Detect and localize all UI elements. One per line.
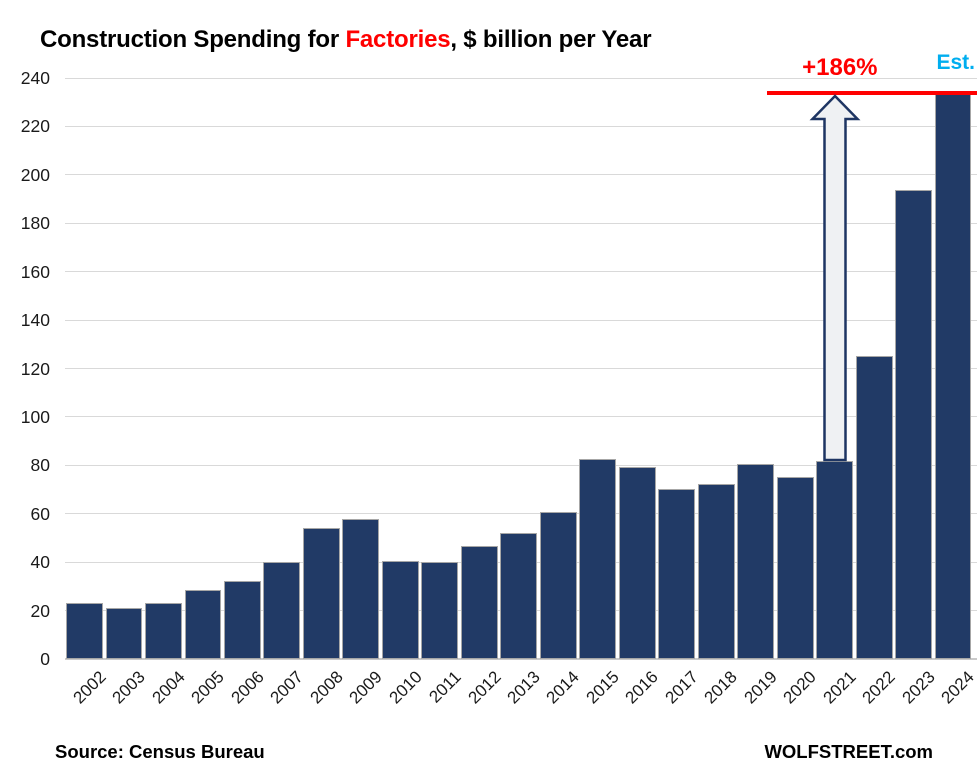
- bar-2014: [539, 512, 577, 659]
- bar-2020: [776, 477, 814, 659]
- y-axis-label-60: 60: [30, 503, 50, 524]
- bar-2018: [697, 483, 735, 659]
- bar-2019: [737, 464, 775, 659]
- bar-2011: [421, 561, 459, 659]
- chart-title-segment-factories: Factories: [345, 26, 451, 53]
- branding-text: WOLFSTREET.com: [764, 741, 933, 762]
- bar-2009: [342, 519, 380, 659]
- bar-2002: [66, 603, 103, 659]
- y-axis-label-100: 100: [20, 406, 50, 427]
- gridline-200: [65, 174, 977, 176]
- gridline-80: [65, 464, 977, 466]
- chart-title-segment-1: Construction Spending for: [40, 26, 346, 53]
- y-axis-label-220: 220: [20, 116, 50, 137]
- y-axis-label-180: 180: [20, 213, 50, 234]
- bar-2023: [895, 189, 933, 659]
- bar-2013: [500, 533, 538, 659]
- y-axis-label-120: 120: [20, 358, 50, 379]
- bar-2012: [460, 545, 498, 659]
- gridline-60: [65, 513, 977, 515]
- gridline-100: [65, 416, 977, 418]
- y-axis-label-20: 20: [30, 600, 50, 621]
- y-axis-label-160: 160: [20, 261, 50, 282]
- bar-2003: [105, 608, 143, 659]
- bar-2015: [579, 458, 617, 659]
- estimate-label: Est.: [936, 51, 975, 74]
- percent-change-label: +186%: [802, 54, 878, 81]
- bar-2022: [855, 356, 893, 659]
- gridline-220: [65, 125, 977, 127]
- gridline-160: [65, 271, 977, 273]
- gridline-180: [65, 222, 977, 224]
- bar-2006: [224, 580, 261, 659]
- source-note: Source: Census Bureau: [55, 741, 265, 762]
- bar-2005: [184, 590, 222, 659]
- gridline-140: [65, 319, 977, 321]
- bar-2007: [263, 561, 301, 659]
- bar-2010: [381, 560, 419, 659]
- y-axis-label-140: 140: [20, 310, 50, 331]
- chart-title-segment-3: , $ billion per Year: [450, 26, 652, 53]
- bar-2017: [658, 488, 696, 659]
- y-axis-label-240: 240: [20, 68, 50, 88]
- up-arrow-icon: [809, 94, 861, 462]
- chart-title: Construction Spending for Factories, $ b…: [40, 26, 652, 54]
- bar-2021: [816, 460, 854, 659]
- y-axis-label-80: 80: [30, 455, 50, 476]
- y-axis-label-0: 0: [40, 649, 50, 669]
- x-axis-line: [65, 658, 977, 660]
- bar-2004: [145, 602, 182, 659]
- gridline-240: [65, 77, 977, 79]
- gridline-120: [65, 368, 977, 369]
- y-axis-label-200: 200: [20, 164, 50, 185]
- bar-2024: [934, 92, 972, 659]
- bar-2016: [618, 467, 656, 659]
- red-reference-line: [767, 90, 977, 96]
- y-axis-label-40: 40: [30, 552, 50, 573]
- bar-2008: [302, 528, 340, 659]
